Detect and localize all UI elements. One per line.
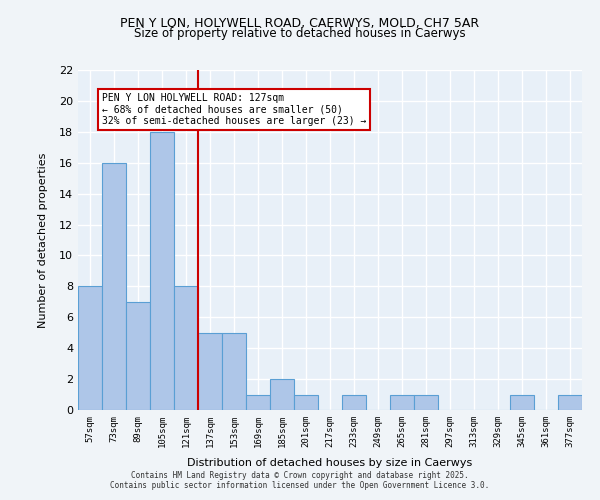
Bar xyxy=(270,379,294,410)
Text: PEN Y LON, HOLYWELL ROAD, CAERWYS, MOLD, CH7 5AR: PEN Y LON, HOLYWELL ROAD, CAERWYS, MOLD,… xyxy=(121,18,479,30)
Bar xyxy=(294,394,318,410)
Bar xyxy=(390,394,414,410)
Bar xyxy=(198,332,222,410)
Bar xyxy=(78,286,102,410)
Bar xyxy=(414,394,438,410)
Y-axis label: Number of detached properties: Number of detached properties xyxy=(38,152,48,328)
Bar xyxy=(102,162,126,410)
Bar xyxy=(342,394,366,410)
Bar xyxy=(126,302,150,410)
Bar xyxy=(174,286,198,410)
X-axis label: Distribution of detached houses by size in Caerwys: Distribution of detached houses by size … xyxy=(187,458,473,468)
Text: Contains HM Land Registry data © Crown copyright and database right 2025.
Contai: Contains HM Land Registry data © Crown c… xyxy=(110,470,490,490)
Bar xyxy=(246,394,270,410)
Text: Size of property relative to detached houses in Caerwys: Size of property relative to detached ho… xyxy=(134,28,466,40)
Bar xyxy=(510,394,534,410)
Bar xyxy=(150,132,174,410)
Bar xyxy=(558,394,582,410)
Text: PEN Y LON HOLYWELL ROAD: 127sqm
← 68% of detached houses are smaller (50)
32% of: PEN Y LON HOLYWELL ROAD: 127sqm ← 68% of… xyxy=(102,93,367,126)
Bar xyxy=(222,332,246,410)
